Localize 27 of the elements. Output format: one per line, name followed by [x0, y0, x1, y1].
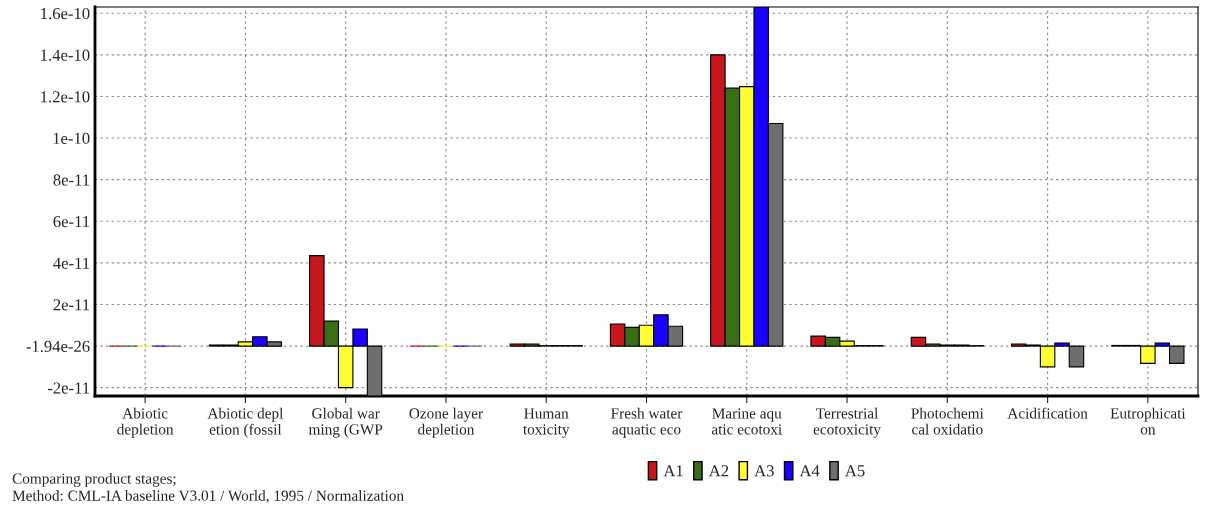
- legend-label: A5: [845, 465, 865, 477]
- y-tick-label: -2e-11: [47, 382, 90, 394]
- x-tick-label: Acidification: [1007, 407, 1088, 419]
- x-tick-label: Ozone layer depletion: [409, 407, 483, 438]
- text: Comparing product stages; Method: CML-IA baseline V3.01 / World, 1995 / Normalization: [12, 472, 404, 504]
- legend-label: A4: [799, 465, 820, 477]
- legend-label: A1: [663, 465, 683, 477]
- y-tick-label: 1e-10: [53, 132, 90, 144]
- y-tick-label: 6e-11: [53, 216, 90, 228]
- y-tick-label: 2e-11: [53, 299, 90, 311]
- y-tick-label: 1.4e-10: [41, 49, 90, 61]
- y-tick-label: 4e-11: [53, 257, 90, 269]
- x-tick-label: Global war ming (GWP: [308, 407, 383, 438]
- x-tick-label: Abiotic depletion: [117, 407, 174, 438]
- y-tick-label: 8e-11: [53, 174, 90, 186]
- legend-label: A3: [754, 465, 774, 477]
- x-tick-label: Marine aqu atic ecotoxi: [711, 408, 782, 435]
- legend-label: A2: [708, 465, 729, 477]
- x-tick-label: Photochemi cal oxidatio: [911, 407, 984, 435]
- x-tick-label: Abiotic depl etion (fossil: [207, 407, 284, 438]
- x-tick-label: Fresh water aquatic eco: [611, 407, 683, 438]
- x-tick-label: Eutrophicati on: [1110, 407, 1186, 435]
- x-tick-label: Human toxicity: [523, 408, 570, 438]
- y-tick-label: 1.2e-10: [41, 91, 90, 103]
- x-tick-label: Terrestrial ecotoxicity: [813, 407, 881, 438]
- y-tick-label: 1.6e-10: [41, 7, 90, 20]
- y-tick-label: -1.94e-26: [26, 340, 90, 353]
